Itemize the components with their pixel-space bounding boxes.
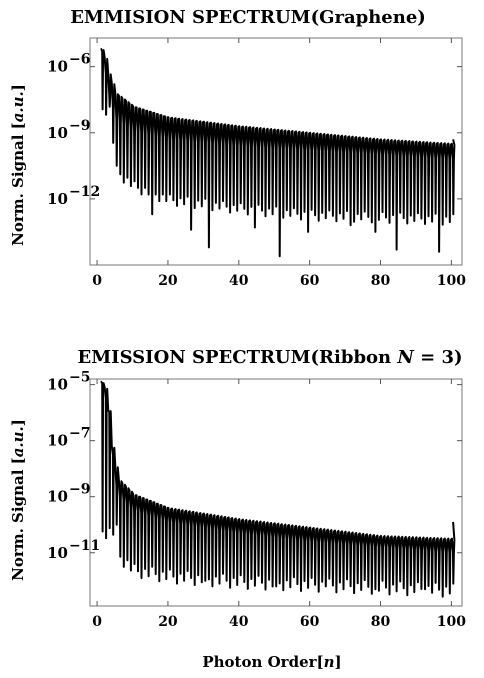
plot-frame (89, 37, 463, 266)
chart-title-part: EMISSION SPECTRUM(Ribbon (78, 347, 398, 368)
y-tick-exponent: −12 (69, 184, 100, 200)
y-tick-label: 10 (47, 544, 68, 562)
chart-graphene: EMMISION SPECTRUM(Graphene) Norm. Signal… (9, 7, 466, 289)
y-axis-label: Norm. Signal [a.u.] (9, 84, 27, 246)
plot-frame (89, 378, 463, 607)
y-axis-label-prefix: Norm. Signal [ (9, 122, 27, 246)
y-axis-label-suffix: ] (9, 84, 27, 91)
y-tick-label: 10 (47, 488, 68, 506)
chart-title-part: N (396, 347, 415, 368)
x-axis-label: Photon Order[n] (202, 653, 341, 671)
x-tick-label: 0 (92, 614, 102, 630)
y-tick-exponent: −6 (69, 52, 90, 68)
x-tick-label: 0 (92, 273, 102, 289)
x-axis-label-part: Photon Order[ (202, 653, 323, 671)
x-ticks: 0 20 40 60 80 100 (92, 38, 466, 289)
x-axis-label-part: ] (335, 653, 342, 671)
x-tick-label: 20 (158, 614, 178, 630)
chart-title: EMISSION SPECTRUM(Ribbon N = 3) (78, 347, 463, 368)
x-tick-label: 60 (300, 273, 320, 289)
x-axis-label-part: n (324, 653, 335, 671)
y-tick-label: 10 (47, 124, 68, 142)
y-tick-exponent: −9 (69, 482, 90, 498)
chart-title-part: = 3) (414, 347, 463, 368)
y-axis-label: Norm. Signal [a.u.] (9, 419, 27, 581)
x-tick-label: 60 (300, 614, 320, 630)
y-tick-label: 10 (47, 376, 68, 394)
spectrum-series (100, 380, 456, 598)
y-tick-label: 10 (47, 432, 68, 450)
y-ticks: 10−610−910−12 (47, 52, 462, 208)
chart-title: EMMISION SPECTRUM(Graphene) (70, 7, 426, 28)
y-tick-label: 10 (47, 58, 68, 76)
y-axis-label-unit: a.u. (9, 426, 27, 457)
chart-ribbon: EMISSION SPECTRUM(Ribbon N = 3) Norm. Si… (9, 347, 466, 671)
x-tick-label: 80 (371, 273, 391, 289)
spectrum-series (100, 48, 456, 258)
x-tick-label: 20 (158, 273, 178, 289)
y-tick-label: 10 (47, 190, 68, 208)
x-tick-label: 40 (229, 273, 249, 289)
y-tick-exponent: −9 (69, 118, 90, 134)
y-tick-exponent: −11 (69, 538, 100, 554)
x-ticks: 0 20 40 60 80 100 (92, 379, 466, 630)
x-tick-label: 100 (437, 614, 466, 630)
y-tick-exponent: −7 (69, 426, 90, 442)
x-tick-label: 80 (371, 614, 391, 630)
y-tick-exponent: −5 (69, 370, 90, 386)
y-axis-label-unit: a.u. (9, 91, 27, 122)
x-tick-label: 40 (229, 614, 249, 630)
y-axis-label-suffix: ] (9, 419, 27, 426)
y-axis-label-prefix: Norm. Signal [ (9, 457, 27, 581)
x-tick-label: 100 (437, 273, 466, 289)
y-ticks: 10−510−710−910−11 (47, 370, 462, 562)
